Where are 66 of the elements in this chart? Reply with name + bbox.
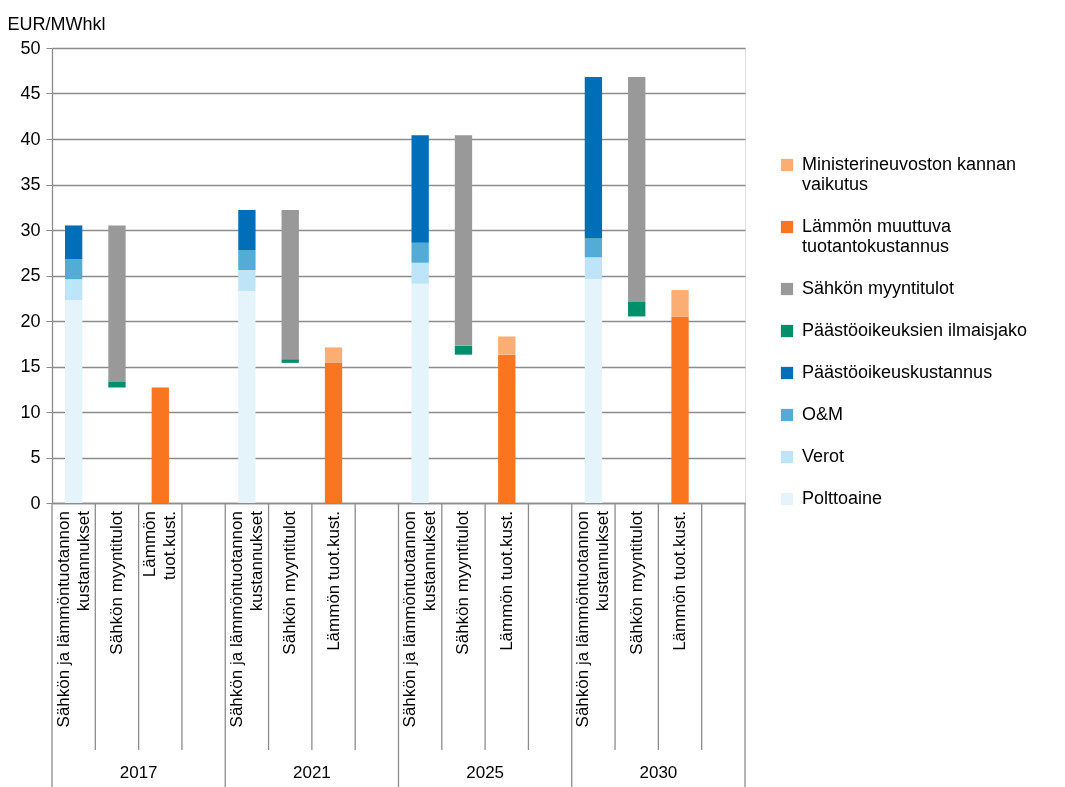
bar [411, 242, 429, 263]
bar [584, 279, 603, 503]
legend-label: O&M [802, 404, 844, 424]
x-tick-label: Sähkön myyntitulot [626, 510, 646, 655]
y-tick-label: 45 [20, 83, 41, 103]
bar [671, 290, 689, 317]
bar [281, 209, 299, 360]
bar [324, 347, 343, 363]
bar [64, 300, 83, 503]
y-tick-label: 30 [20, 219, 41, 240]
legend-label: Päästöoikeuskustannus [802, 362, 993, 382]
text: 2017 [119, 763, 158, 782]
bar [498, 336, 516, 355]
x-tick-label: Lämmön tuot.kust. [496, 511, 516, 651]
y-tick-label: 35 [20, 174, 41, 194]
bar [411, 283, 429, 503]
y-tick-label: 50 [20, 37, 41, 58]
bar [498, 354, 516, 503]
y-tick-label: 20 [20, 310, 41, 331]
bar [324, 362, 343, 503]
text: 2021 [292, 763, 331, 782]
x-tick-label: Sähkön myyntitulot [280, 510, 300, 655]
bar [64, 225, 83, 260]
text: 2025 [466, 763, 505, 782]
legend-label: Polttoaine [802, 488, 883, 508]
bar [411, 135, 429, 243]
bar [411, 262, 429, 284]
bar [281, 359, 299, 363]
bar [238, 290, 256, 503]
bar [64, 259, 83, 280]
y-axis-title: EUR/MWhkl [7, 13, 106, 34]
x-tick-label: Sähkön ja lämmöntuotannon kustannukset [53, 510, 93, 728]
y-tick-label: 5 [30, 447, 41, 467]
bar [671, 316, 689, 503]
y-tick-label: 25 [20, 265, 41, 285]
y-tick-label: 40 [20, 128, 41, 149]
bar [454, 135, 473, 346]
bar [238, 250, 256, 271]
legend-label: Sähkön myyntitulot [802, 278, 955, 298]
x-tick-label: Sähkön myyntitulot [106, 510, 126, 655]
bar [64, 279, 83, 301]
legend-label: Ministerineuvoston kannan vaikutus [802, 154, 1017, 194]
bar [238, 270, 256, 291]
bar [584, 257, 603, 280]
legend-label: Verot [802, 446, 845, 466]
bar [108, 381, 126, 388]
bar [584, 238, 603, 258]
y-tick-label: 15 [20, 356, 41, 376]
x-tick-label: Lämmön tuot.kust. [670, 511, 690, 651]
y-tick-label: 0 [30, 492, 41, 513]
x-tick-label: Lämmön tuot.kust. [323, 511, 343, 651]
bar [238, 209, 256, 251]
bar [628, 77, 646, 302]
x-tick-label: Sähkön ja lämmöntuotannon kustannukset [573, 510, 613, 728]
bar [628, 301, 646, 317]
x-tick-label: Sähkön myyntitulot [453, 510, 473, 655]
bar [454, 345, 473, 355]
legend-label: Lämmön muuttuva tuotantokustannus [802, 216, 953, 256]
x-tick-label: Sähkön ja lämmöntuotannon kustannukset [400, 510, 440, 728]
y-tick-label: 10 [20, 401, 41, 422]
legend-label: Päästöoikeuksien ilmaisjako [802, 320, 1028, 340]
bar [584, 77, 603, 239]
x-tick-label: Lämmön tuot.kust. [140, 511, 180, 580]
bar [108, 225, 126, 382]
bar [151, 387, 169, 503]
text: 2030 [639, 763, 678, 782]
